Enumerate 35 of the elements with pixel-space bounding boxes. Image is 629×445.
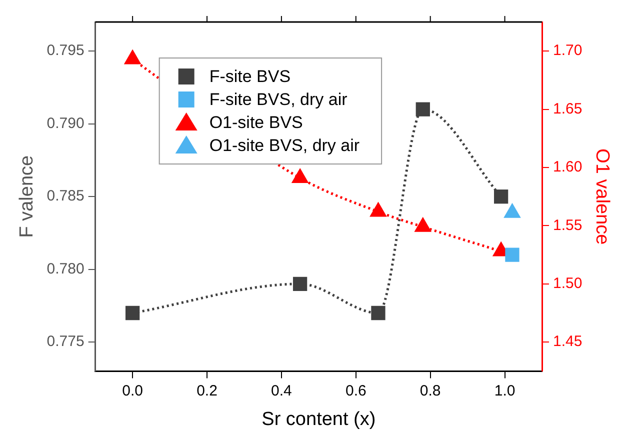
point: [505, 248, 520, 262]
y-tick-label: 0.790: [46, 114, 84, 132]
y2-axis-title: O1 valence: [591, 148, 612, 245]
x-axis-title: Sr content (x): [262, 408, 376, 430]
point: [291, 168, 309, 183]
x-tick-label: 1.0: [494, 382, 516, 400]
point: [292, 276, 308, 291]
y-tick-label: 0.795: [46, 42, 84, 60]
point: [414, 216, 432, 232]
x-tick-label: 0.2: [196, 382, 218, 400]
legend-label: F-site BVS, dry air: [209, 90, 348, 110]
x-tick-label: 0.6: [345, 382, 366, 400]
x-tick-label: 0.0: [122, 382, 143, 400]
legend-label: O1-site BVS, dry air: [209, 136, 360, 156]
y-tick-label: 0.780: [46, 260, 84, 278]
x-tick-label: 0.8: [420, 382, 441, 400]
point: [125, 306, 140, 320]
y-axis-title: F valence: [16, 155, 38, 238]
y2-tick-label: 1.65: [553, 100, 582, 118]
y-tick-label: 0.785: [46, 188, 84, 205]
legend-label: O1-site BVS: [209, 113, 303, 132]
point: [416, 102, 430, 116]
y2-tick-label: 1.50: [553, 275, 582, 292]
legend-label: F-site BVS: [209, 67, 291, 86]
y2-tick-label: 1.55: [553, 216, 582, 234]
x-tick-label: 0.4: [271, 382, 292, 400]
point: [370, 202, 387, 217]
y2-tick-label: 1.70: [553, 42, 582, 60]
y-tick-label: 0.775: [46, 333, 84, 350]
point: [494, 190, 508, 204]
y2-tick-label: 1.60: [553, 158, 582, 176]
point: [371, 306, 386, 320]
point: [124, 49, 142, 64]
point: [504, 202, 521, 218]
y2-tick-label: 1.45: [553, 333, 582, 350]
